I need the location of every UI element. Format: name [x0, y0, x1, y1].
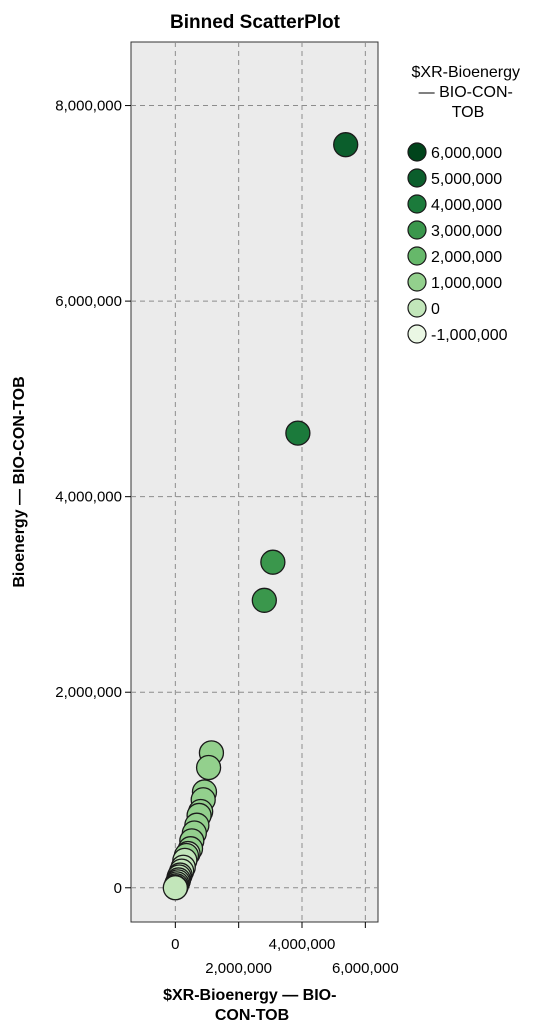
- legend-title-line-1: $XR-Bioenergy: [412, 64, 521, 81]
- y-tick-label: 0: [114, 880, 122, 897]
- y-tick-label: 2,000,000: [55, 684, 122, 701]
- legend-swatch: [407, 194, 427, 214]
- data-point: [195, 754, 222, 781]
- legend-swatch: [407, 220, 427, 240]
- data-point: [333, 132, 359, 158]
- plot-area: [130, 41, 379, 923]
- y-tick-label: 8,000,000: [55, 98, 122, 115]
- y-tick-label: 4,000,000: [55, 489, 122, 506]
- legend-items: 6,000,000 5,000,000 4,000,000 3,000,000 2,00…: [407, 142, 508, 344]
- legend-label: -1,000,000: [431, 327, 508, 344]
- legend-label: 1,000,000: [431, 275, 502, 292]
- legend-label: 5,000,000: [431, 171, 502, 188]
- data-point: [251, 587, 277, 613]
- data-point: [285, 420, 311, 446]
- legend-swatch: [407, 324, 427, 344]
- legend-label: 3,000,000: [431, 223, 502, 240]
- legend-swatch: [407, 272, 427, 292]
- data-point: [260, 549, 286, 575]
- legend-title-line-2: — BIO-CON-: [419, 84, 513, 101]
- x-tick-label: 0: [171, 936, 179, 953]
- x-tick-label: 2,000,000: [205, 960, 272, 977]
- x-axis-title: $XR-Bioenergy — BIO- CON-TOB: [163, 987, 341, 1024]
- y-tick-label: 6,000,000: [55, 293, 122, 310]
- x-tick-label: 4,000,000: [269, 936, 336, 953]
- legend-title: $XR-Bioenergy — BIO-CON- TOB: [412, 64, 525, 121]
- y-axis: 0 2,000,000 4,000,000 6,000,000 8,000,000: [55, 98, 131, 897]
- legend: $XR-Bioenergy — BIO-CON- TOB 6,000,000 5,…: [407, 64, 525, 344]
- legend-title-line-3: TOB: [452, 104, 485, 121]
- data-points: [162, 132, 359, 901]
- grid-lines: [131, 42, 378, 922]
- legend-label: 2,000,000: [431, 249, 502, 266]
- x-tick-label: 6,000,000: [332, 960, 399, 977]
- legend-swatch: [407, 246, 427, 266]
- legend-label: 4,000,000: [431, 197, 502, 214]
- y-axis-title: Bioenergy — BIO-CON-TOB: [11, 376, 28, 587]
- chart-title: Binned ScatterPlot: [170, 12, 341, 33]
- x-axis-title-line-2: CON-TOB: [215, 1007, 289, 1024]
- x-axis-title-line-1: $XR-Bioenergy — BIO-: [163, 987, 336, 1004]
- legend-swatch: [407, 298, 427, 318]
- legend-label: 6,000,000: [431, 145, 502, 162]
- legend-swatch: [407, 142, 427, 162]
- legend-label: 0: [431, 301, 440, 318]
- data-point: [162, 875, 188, 901]
- x-axis: 0 2,000,000 4,000,000 6,000,000: [171, 922, 399, 977]
- legend-swatch: [407, 168, 427, 188]
